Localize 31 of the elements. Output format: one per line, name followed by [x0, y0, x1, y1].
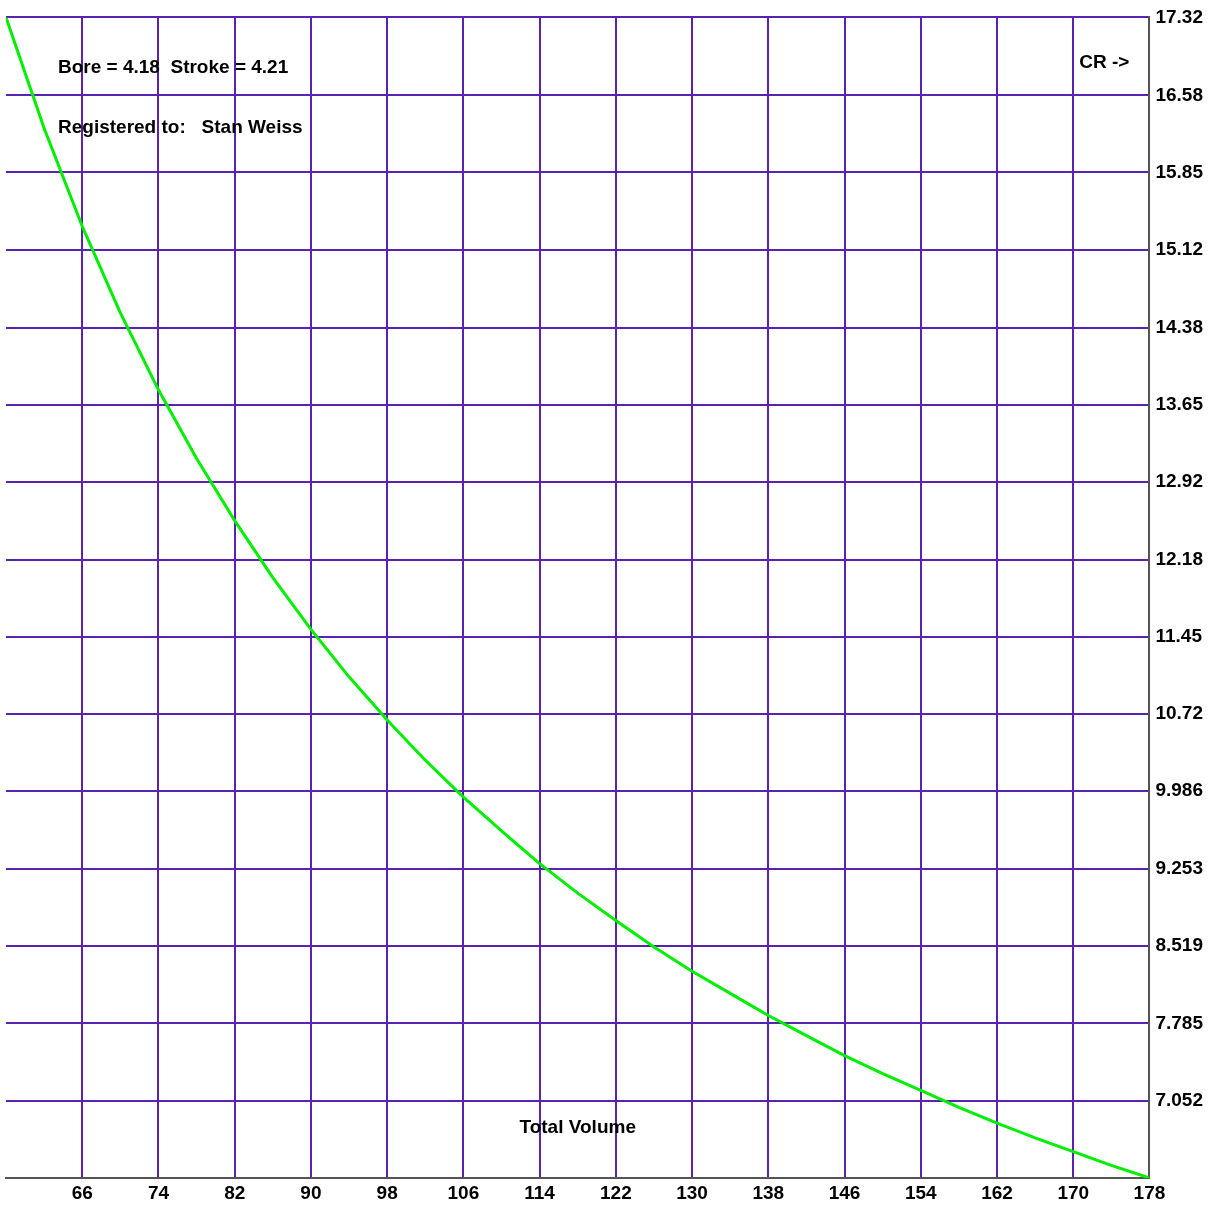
y-tick-label: 15.12 [1155, 237, 1203, 259]
x-tick-label: 90 [300, 1181, 322, 1203]
x-tick-label: 114 [524, 1181, 556, 1203]
x-tick-label: 154 [904, 1181, 938, 1203]
y-tick-label: 17.32 [1155, 5, 1203, 27]
x-tick-label: 146 [828, 1181, 861, 1203]
y-tick-label: 16.58 [1155, 83, 1203, 105]
x-tick-label: 170 [1057, 1181, 1090, 1203]
x-tick-label: 82 [224, 1181, 246, 1203]
x-tick-label: 138 [752, 1181, 785, 1203]
x-tick-label: 66 [71, 1181, 93, 1203]
y-tick-label: 8.519 [1155, 934, 1203, 956]
y-tick-label: 11.45 [1155, 624, 1203, 646]
x-tick-label: 162 [981, 1181, 1013, 1203]
y-tick-label: 9.253 [1155, 856, 1203, 878]
x-tick-label: 130 [676, 1181, 708, 1203]
x-tick-label: 74 [147, 1181, 170, 1203]
x-tick-label: 122 [599, 1181, 632, 1203]
y-tick-label: 13.65 [1155, 392, 1204, 414]
y-tick-label: 14.38 [1155, 315, 1203, 337]
y-axis-title: CR -> [1079, 50, 1130, 72]
x-tick-label: 98 [376, 1181, 398, 1203]
y-tick-label: 12.18 [1155, 547, 1203, 569]
y-tick-label: 12.92 [1155, 469, 1203, 491]
x-tick-label: 106 [447, 1181, 480, 1203]
y-tick-label: 9.986 [1155, 779, 1203, 801]
y-tick-label: 15.85 [1155, 160, 1204, 182]
y-tick-label: 7.785 [1155, 1011, 1204, 1033]
y-tick-label: 7.052 [1155, 1088, 1203, 1110]
x-tick-label: 178 [1133, 1181, 1166, 1203]
y-tick-label: 10.72 [1155, 701, 1203, 723]
